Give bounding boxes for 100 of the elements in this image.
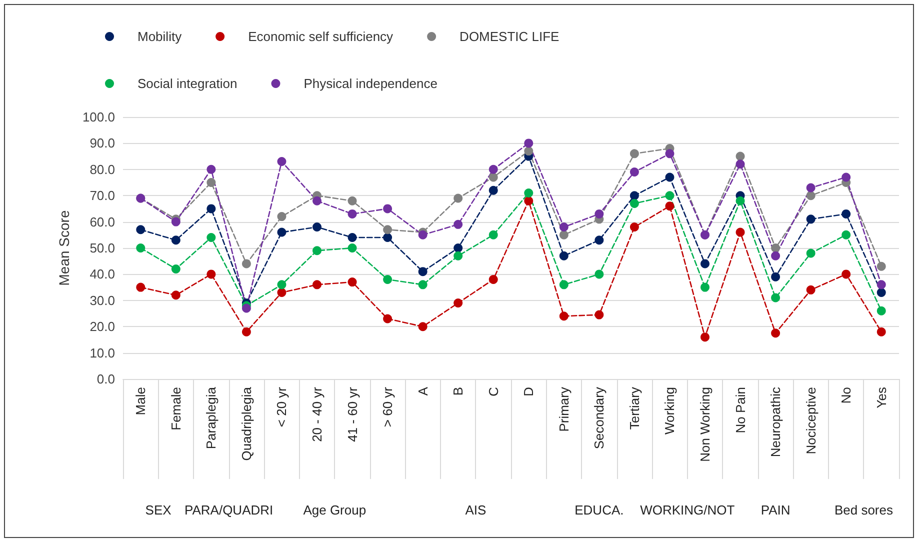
point — [171, 217, 180, 226]
point — [312, 222, 322, 232]
text: PARA/QUADRI — [184, 502, 274, 518]
x-tick-label: D — [521, 387, 536, 396]
x-tick-label: Paraplegia — [204, 386, 219, 450]
x-tick-label: B — [450, 387, 466, 396]
x-tick-label: Tertiary — [626, 386, 642, 430]
point — [736, 152, 745, 161]
point — [383, 225, 392, 234]
point — [348, 196, 357, 206]
point — [665, 172, 674, 182]
point — [559, 280, 568, 290]
point — [383, 233, 392, 242]
point — [206, 178, 216, 187]
y-tick-label: 70.0 — [90, 188, 115, 204]
point — [206, 233, 216, 242]
y-axis-title: Mean Score — [56, 210, 72, 286]
point — [736, 196, 745, 206]
point — [277, 212, 286, 222]
x-tick-label: No — [838, 387, 854, 404]
point — [736, 228, 745, 237]
point — [454, 220, 463, 229]
point — [594, 270, 604, 279]
point — [559, 230, 568, 240]
legend-label: Social integration — [138, 76, 238, 91]
point — [488, 274, 498, 284]
point — [806, 285, 816, 294]
point — [594, 236, 604, 245]
point — [171, 290, 180, 300]
point — [312, 246, 322, 256]
point — [383, 314, 392, 324]
x-tick-label: Primary — [556, 386, 572, 432]
point — [806, 214, 816, 224]
point — [488, 164, 498, 174]
x-tick-label: 20 - 40 yr — [310, 386, 324, 442]
point — [876, 288, 886, 298]
point — [277, 157, 286, 166]
point — [806, 248, 816, 258]
point — [488, 186, 498, 195]
text: EDUCA. — [574, 502, 624, 518]
text: Bed sores — [834, 502, 894, 518]
point — [876, 280, 886, 290]
point — [700, 282, 710, 292]
point — [771, 293, 780, 302]
y-tick-label: 10.0 — [90, 345, 115, 360]
text: WORKING/NOT — [640, 502, 735, 518]
point — [806, 183, 816, 192]
point — [383, 204, 392, 214]
y-tick-label: 40.0 — [90, 266, 115, 282]
point — [630, 149, 639, 158]
x-tick-label: Working — [662, 387, 678, 434]
point — [559, 251, 568, 260]
x-tick-label: 41 - 60 yr — [344, 386, 360, 442]
x-tick-label: C — [486, 387, 501, 396]
x-tick-label: Secondary — [592, 386, 607, 450]
point — [242, 259, 251, 268]
text: AIS — [465, 502, 487, 518]
point — [171, 236, 180, 245]
x-tick-label: Female — [168, 387, 184, 430]
x-tick-label: Yes — [874, 386, 889, 408]
point — [242, 327, 251, 336]
x-tick-label: Nociceptive — [803, 387, 818, 454]
point — [171, 264, 180, 274]
point — [524, 196, 534, 206]
point — [277, 288, 286, 298]
point — [277, 228, 286, 237]
point — [418, 230, 428, 240]
y-tick-label: 30.0 — [90, 292, 115, 308]
point — [876, 262, 886, 271]
y-tick-label: 90.0 — [90, 136, 115, 151]
point — [876, 306, 886, 316]
legend-label: DOMESTIC LIFE — [460, 29, 560, 44]
point — [418, 322, 428, 332]
text: SEX — [145, 502, 172, 518]
point — [136, 244, 146, 252]
point — [454, 244, 463, 252]
point — [348, 209, 357, 218]
x-tick-label: Quadriplegia — [238, 386, 254, 461]
point — [136, 225, 146, 234]
legend-label: Mobility — [138, 29, 182, 44]
point — [559, 312, 568, 321]
point — [594, 209, 604, 218]
point — [136, 282, 146, 292]
point — [454, 251, 463, 260]
x-tick-label: Neuropathic — [768, 386, 784, 458]
x-tick-label: A — [415, 386, 430, 396]
point — [418, 280, 428, 290]
point — [206, 270, 216, 279]
point — [842, 270, 851, 279]
x-tick-label: Non Working — [698, 387, 712, 462]
legend-label: Physical independence — [304, 76, 438, 91]
point — [242, 304, 251, 313]
point — [524, 138, 534, 148]
point — [630, 168, 639, 177]
point — [771, 244, 780, 252]
point — [771, 251, 780, 260]
point — [630, 222, 639, 232]
y-tick-label: 50.0 — [90, 240, 115, 256]
point — [700, 332, 710, 342]
point — [488, 172, 498, 182]
